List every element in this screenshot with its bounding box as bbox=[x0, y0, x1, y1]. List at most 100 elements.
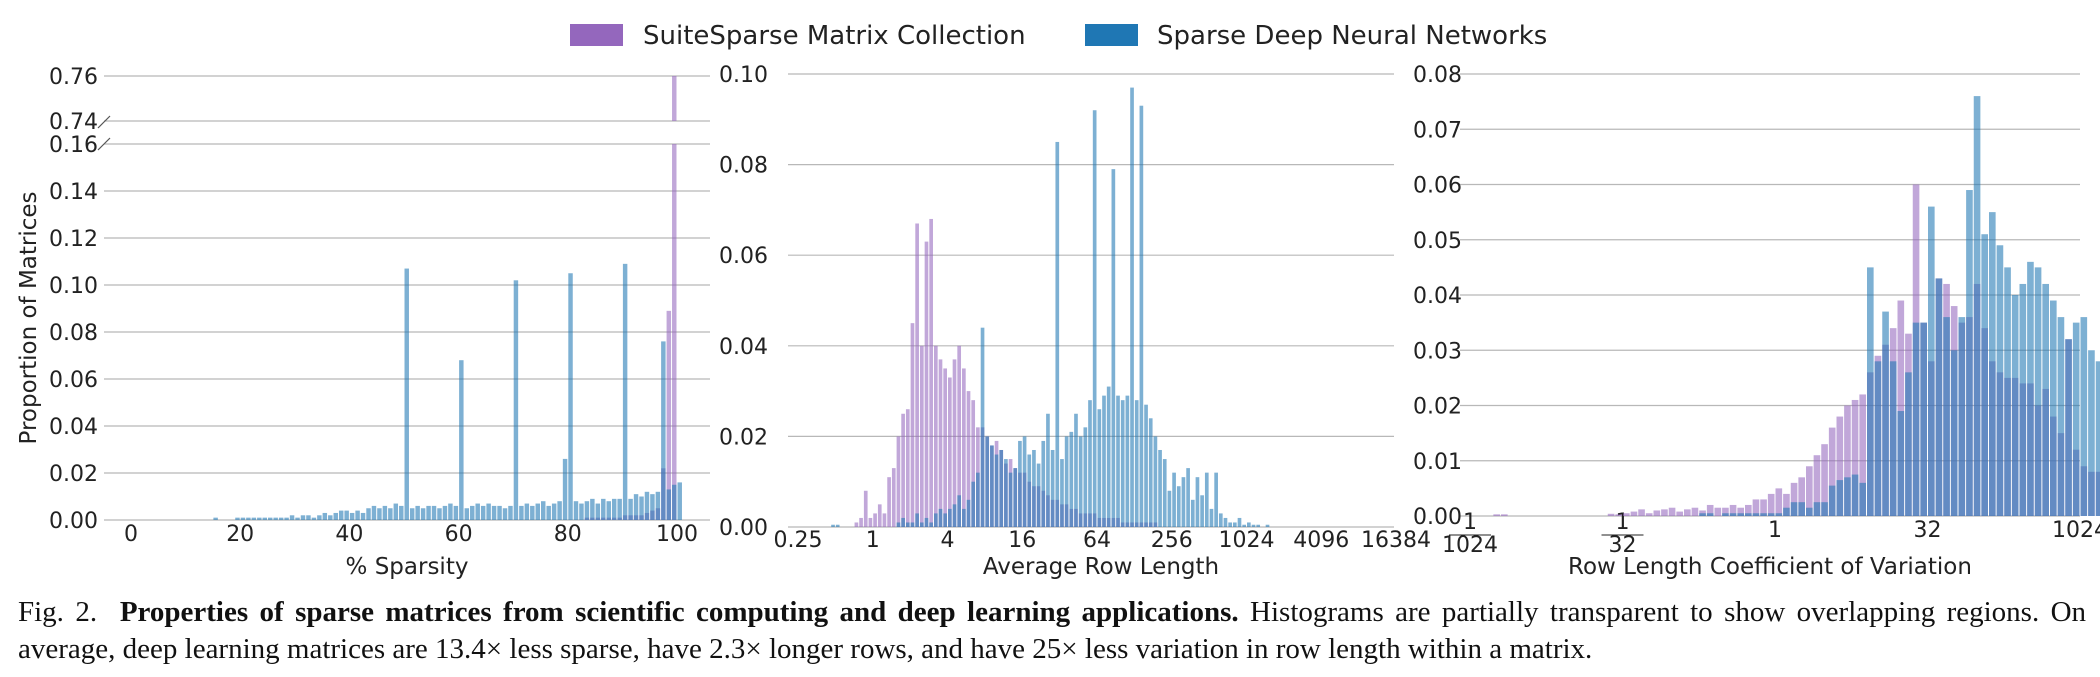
histogram-bar bbox=[896, 436, 901, 527]
histogram-bar bbox=[1783, 493, 1790, 516]
histogram-bar bbox=[1116, 395, 1120, 527]
histogram-bar bbox=[1046, 413, 1050, 527]
histogram-bar bbox=[1737, 513, 1744, 516]
x-tick-denominator: 32 bbox=[1609, 533, 1637, 558]
axis-break-mark bbox=[97, 115, 111, 129]
histogram-bar bbox=[617, 498, 622, 520]
y-tick-label: 0.00 bbox=[719, 516, 768, 541]
histogram-bar bbox=[257, 517, 262, 520]
histogram-bar bbox=[910, 323, 915, 527]
x-tick-label: 40 bbox=[335, 522, 363, 547]
histogram-bar bbox=[420, 508, 426, 520]
histogram-bar bbox=[1859, 482, 1866, 516]
histogram-bar bbox=[966, 499, 971, 527]
y-tick-label: 0.03 bbox=[1413, 339, 1462, 364]
histogram-bar bbox=[377, 508, 382, 520]
histogram-bar bbox=[1699, 513, 1706, 516]
histogram-bar bbox=[508, 505, 513, 520]
histogram-bar bbox=[442, 505, 448, 520]
histogram-bar bbox=[1607, 513, 1615, 516]
histogram-bar bbox=[943, 368, 947, 527]
histogram-bar bbox=[1745, 513, 1752, 516]
x-tick-label: 100 bbox=[656, 522, 698, 547]
x-tick-label: 0 bbox=[124, 522, 138, 547]
histogram-bar bbox=[541, 501, 546, 520]
histogram-bar bbox=[393, 503, 399, 520]
histogram-bar bbox=[915, 223, 919, 528]
histogram-bar bbox=[910, 522, 915, 527]
histogram-bar bbox=[1760, 513, 1767, 516]
histogram-bar bbox=[557, 501, 562, 520]
histogram-bar bbox=[546, 505, 551, 520]
histogram-bar bbox=[952, 359, 957, 527]
histogram-bar bbox=[1218, 513, 1223, 527]
x-tick-label: 80 bbox=[554, 522, 582, 547]
histogram-bar bbox=[355, 510, 360, 520]
histogram-bar bbox=[568, 273, 573, 520]
histogram-bar bbox=[333, 512, 338, 520]
histogram-bar bbox=[251, 517, 257, 520]
histogram-bar bbox=[1905, 372, 1912, 516]
chart-panel-sparsity: 0.00 0.02 0.04 0.06 0.08 0.10 0.12 0.14 0.160.74… bbox=[16, 65, 710, 580]
histogram-bar bbox=[246, 517, 251, 520]
histogram-bar bbox=[1882, 311, 1889, 516]
histogram-bar bbox=[1813, 455, 1821, 516]
histogram-bar bbox=[1752, 513, 1760, 516]
y-tick-label: 0.12 bbox=[49, 227, 98, 252]
histogram-bar bbox=[938, 359, 943, 527]
histogram-bar bbox=[1247, 522, 1251, 527]
histogram-bar bbox=[1828, 485, 1836, 516]
histogram-bar bbox=[919, 345, 924, 527]
histogram-bar bbox=[524, 503, 530, 520]
histogram-bar bbox=[1139, 105, 1144, 528]
histogram-bar bbox=[273, 517, 278, 520]
histogram-bar bbox=[1167, 490, 1172, 527]
x-tick-label: 1024 bbox=[1219, 528, 1275, 553]
histogram-bar bbox=[924, 241, 929, 528]
histogram-bar bbox=[971, 400, 976, 527]
histogram-bar bbox=[399, 505, 404, 520]
histogram-bar bbox=[530, 505, 535, 520]
histogram-bar bbox=[606, 501, 611, 520]
x-tick-label-fraction: 132 bbox=[1601, 510, 1644, 558]
histogram-bar bbox=[943, 513, 947, 527]
histogram-bar bbox=[601, 498, 606, 520]
histogram-bar bbox=[1859, 394, 1866, 516]
histogram-bar bbox=[919, 522, 924, 527]
histogram-bar bbox=[672, 484, 677, 520]
y-tick-label: 0.04 bbox=[719, 335, 768, 360]
y-tick-label: 0.07 bbox=[1413, 118, 1462, 143]
histogram-bar bbox=[404, 268, 409, 520]
histogram-bar bbox=[1148, 418, 1153, 527]
histogram-bar bbox=[497, 505, 502, 520]
histogram-bar bbox=[1668, 507, 1676, 516]
histogram-bar bbox=[1851, 474, 1859, 516]
histogram-bar bbox=[896, 522, 901, 527]
histogram-bar bbox=[415, 505, 420, 520]
histogram-bar bbox=[349, 512, 355, 520]
histogram-bar bbox=[901, 517, 905, 527]
histogram-bar bbox=[1752, 499, 1760, 516]
y-tick-label: 0.00 bbox=[49, 509, 98, 534]
histogram-bar bbox=[633, 494, 639, 520]
y-tick-label: 0.06 bbox=[1413, 174, 1462, 199]
histogram-bar bbox=[990, 445, 994, 527]
histogram-bar bbox=[655, 491, 661, 520]
histogram-bar bbox=[611, 498, 617, 520]
caption-figure-number: Fig. 2. bbox=[18, 596, 98, 628]
y-tick-label: 0.14 bbox=[49, 180, 98, 205]
y-tick-label: 0.00 bbox=[1413, 505, 1462, 530]
histogram-bar bbox=[338, 510, 344, 520]
histogram-bar bbox=[1130, 87, 1134, 527]
histogram-bar bbox=[535, 503, 540, 520]
histogram-bar bbox=[1004, 459, 1008, 527]
histogram-bar bbox=[1813, 502, 1821, 516]
histogram-bar bbox=[1013, 468, 1018, 527]
histogram-bar bbox=[672, 144, 677, 520]
histogram-bar bbox=[486, 503, 491, 520]
histogram-bar bbox=[1821, 502, 1828, 516]
histogram-bar bbox=[448, 503, 453, 520]
histogram-bar bbox=[976, 472, 980, 527]
histogram-bar bbox=[475, 503, 480, 520]
